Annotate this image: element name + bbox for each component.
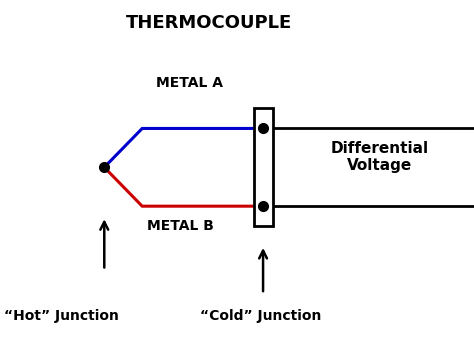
Text: “Cold” Junction: “Cold” Junction xyxy=(200,309,321,323)
Text: “Hot” Junction: “Hot” Junction xyxy=(4,309,119,323)
Bar xyxy=(254,108,273,226)
Text: Differential
Voltage: Differential Voltage xyxy=(330,141,428,173)
Text: METAL B: METAL B xyxy=(146,219,214,234)
Text: THERMOCOUPLE: THERMOCOUPLE xyxy=(126,14,292,31)
Text: METAL A: METAL A xyxy=(156,76,223,90)
